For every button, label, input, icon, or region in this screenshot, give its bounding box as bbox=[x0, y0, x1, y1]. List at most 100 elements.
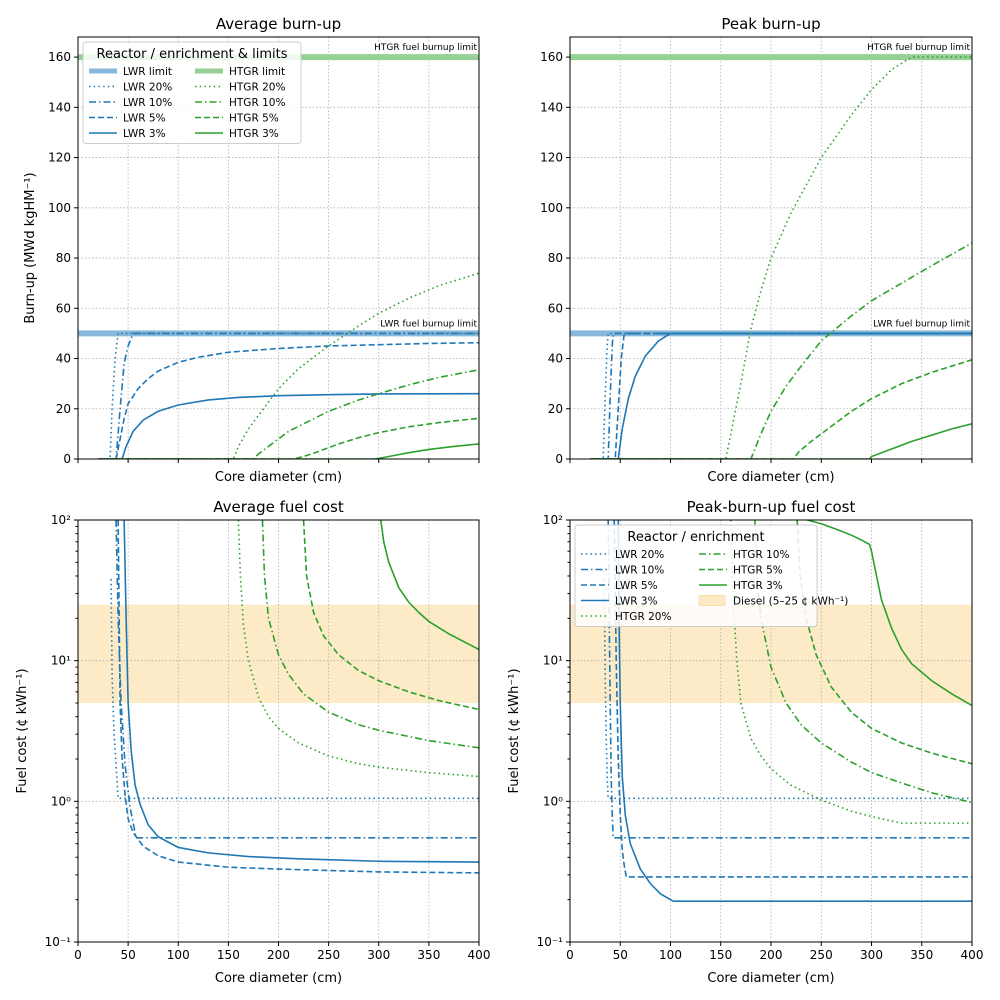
x-tick-label: 100 bbox=[659, 948, 682, 962]
legend-entry: HTGR limit bbox=[229, 66, 285, 78]
limit-label: LWR fuel burnup limit bbox=[873, 319, 970, 329]
legend-title: Reactor / enrichment bbox=[627, 530, 764, 545]
series-line-lwr-5- bbox=[98, 341, 479, 459]
legend-box bbox=[574, 524, 818, 627]
legend-entry: LWR 5% bbox=[123, 113, 166, 125]
legend-box bbox=[82, 41, 302, 144]
y-tick-label: 10² bbox=[51, 513, 71, 527]
y-tick-label: 10⁻¹ bbox=[45, 935, 72, 949]
y-tick-label: 10¹ bbox=[543, 654, 563, 668]
ticks bbox=[74, 56, 480, 463]
y-tick-label: 10⁰ bbox=[51, 794, 71, 808]
series-line-lwr-3- bbox=[617, 520, 972, 902]
series-line-htgr-5- bbox=[98, 417, 479, 459]
y-tick-label: 10² bbox=[543, 513, 563, 527]
chart-panel-1: LWR fuel burnup limit HTGR fuel burnup li… bbox=[23, 15, 480, 485]
y-tick-label: 60 bbox=[56, 301, 71, 315]
series-line-lwr-10- bbox=[115, 520, 479, 839]
series-line-htgr-10- bbox=[590, 242, 972, 459]
legend-entry: LWR 20% bbox=[123, 82, 172, 94]
legend-entry: HTGR 3% bbox=[229, 128, 279, 140]
y-tick-label: 20 bbox=[548, 402, 563, 416]
y-axis-label: Burn-up (MWd kgHM⁻¹) bbox=[23, 172, 38, 323]
chart-title: Average burn-up bbox=[216, 15, 341, 33]
y-tick-label: 100 bbox=[48, 201, 71, 215]
x-tick-label: 50 bbox=[120, 948, 135, 962]
series-group bbox=[110, 520, 479, 874]
legend-entry: LWR 10% bbox=[615, 565, 664, 577]
y-tick-label: 0 bbox=[555, 452, 563, 466]
x-axis-label: Core diameter (cm) bbox=[707, 470, 834, 485]
legend-entry: HTGR 20% bbox=[229, 82, 285, 94]
chart-title: Peak burn-up bbox=[721, 15, 820, 33]
limit-label: HTGR fuel burnup limit bbox=[374, 43, 477, 53]
x-tick-label: 350 bbox=[417, 948, 440, 962]
series-line-htgr-3- bbox=[379, 520, 479, 651]
y-tick-label: 100 bbox=[540, 201, 563, 215]
x-axis-label: Core diameter (cm) bbox=[707, 971, 834, 986]
x-tick-label: 400 bbox=[961, 948, 984, 962]
limit-label: HTGR fuel burnup limit bbox=[867, 43, 970, 53]
legend-entry: HTGR 10% bbox=[229, 97, 285, 109]
legend-entry: LWR 20% bbox=[615, 549, 664, 561]
legend: Reactor / enrichment LWR 20% LWR 10% LWR 5%… bbox=[574, 524, 848, 627]
series-line-htgr-5- bbox=[302, 520, 479, 711]
legend-entry: HTGR 20% bbox=[615, 611, 671, 623]
legend-entry: LWR 3% bbox=[615, 596, 658, 608]
y-tick-label: 80 bbox=[56, 251, 71, 265]
series-line-htgr-5- bbox=[590, 359, 972, 459]
legend-entry: Diesel (5–25 ¢ kWh⁻¹) bbox=[733, 596, 848, 608]
y-tick-label: 120 bbox=[48, 151, 71, 165]
series-line-htgr-20- bbox=[237, 520, 479, 778]
y-tick-label: 40 bbox=[548, 352, 563, 366]
y-tick-label: 60 bbox=[548, 301, 563, 315]
y-tick-label: 10⁻¹ bbox=[537, 935, 564, 949]
x-tick-label: 200 bbox=[267, 948, 290, 962]
y-tick-label: 160 bbox=[48, 50, 71, 64]
x-tick-label: 100 bbox=[167, 948, 190, 962]
y-axis-label: Fuel cost (¢ kWh⁻¹) bbox=[15, 668, 30, 793]
x-tick-label: 50 bbox=[613, 948, 628, 962]
y-tick-label: 10⁰ bbox=[543, 794, 563, 808]
x-axis-label: Core diameter (cm) bbox=[215, 971, 342, 986]
series-line-lwr-3- bbox=[98, 392, 479, 459]
legend-entry: HTGR 10% bbox=[733, 549, 789, 561]
legend-entry: LWR 3% bbox=[123, 128, 166, 140]
y-tick-label: 10¹ bbox=[51, 654, 71, 668]
chart-panel-4: 0 50 100 150 200 250 300 350 400 10⁻¹ 10⁰ 10¹ 10² Pea… bbox=[507, 498, 983, 986]
ticks bbox=[74, 519, 480, 946]
legend-entry: HTGR 5% bbox=[229, 113, 279, 125]
x-tick-label: 0 bbox=[566, 948, 574, 962]
legend-entry: LWR limit bbox=[123, 66, 172, 78]
y-tick-label: 140 bbox=[48, 100, 71, 114]
x-axis-label: Core diameter (cm) bbox=[215, 470, 342, 485]
x-tick-label: 0 bbox=[74, 948, 82, 962]
ticks bbox=[566, 56, 973, 463]
legend-title: Reactor / enrichment & limits bbox=[97, 47, 288, 62]
series-line-lwr-3- bbox=[123, 520, 479, 863]
legend: Reactor / enrichment & limits LWR limit LW… bbox=[82, 41, 302, 144]
x-tick-label: 250 bbox=[810, 948, 833, 962]
limit-label: LWR fuel burnup limit bbox=[380, 319, 477, 329]
x-tick-label: 250 bbox=[317, 948, 340, 962]
y-tick-label: 40 bbox=[56, 352, 71, 366]
chart-title: Peak-burn-up fuel cost bbox=[687, 498, 856, 516]
grid bbox=[77, 519, 480, 943]
y-tick-label: 140 bbox=[540, 100, 563, 114]
series-line-lwr-5- bbox=[117, 520, 479, 874]
x-tick-label: 150 bbox=[217, 948, 240, 962]
legend-entry: HTGR 5% bbox=[733, 565, 783, 577]
series-line-htgr-20- bbox=[590, 56, 972, 459]
x-tick-label: 300 bbox=[860, 948, 883, 962]
series-line-htgr-10- bbox=[98, 369, 479, 459]
x-tick-label: 400 bbox=[468, 948, 491, 962]
y-tick-label: 80 bbox=[548, 251, 563, 265]
series-line-lwr-3- bbox=[590, 332, 972, 459]
series-line-lwr-5- bbox=[613, 520, 972, 878]
series-line-htgr-3- bbox=[806, 520, 972, 707]
y-tick-label: 120 bbox=[540, 151, 563, 165]
x-tick-label: 300 bbox=[367, 948, 390, 962]
legend-entry: LWR 5% bbox=[615, 580, 658, 592]
y-axis-label: Fuel cost (¢ kWh⁻¹) bbox=[507, 668, 522, 793]
